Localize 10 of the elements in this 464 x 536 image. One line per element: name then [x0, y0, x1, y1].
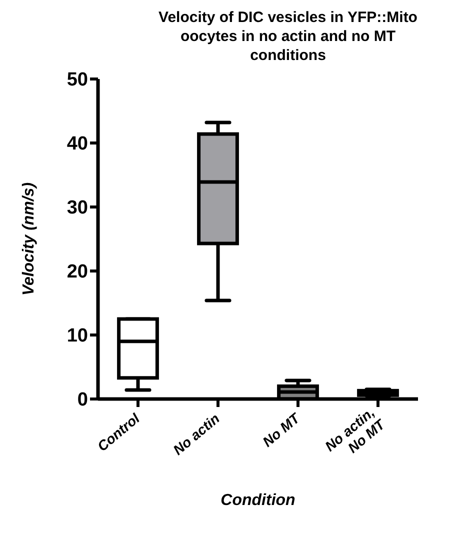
y-tick-label: 40: [66, 134, 88, 155]
y-tick-label: 30: [66, 198, 88, 219]
y-tick-label: 50: [66, 70, 88, 91]
y-tick-label: 0: [77, 390, 88, 411]
chart-title: Velocity of DIC vesicles in YFP::Mito oocytes in no actin and no MT conditions: [158, 8, 418, 65]
y-axis-title: Velocity (nm/s): [20, 182, 38, 296]
x-axis-title: Condition: [220, 492, 296, 509]
y-tick-label: 10: [66, 326, 88, 347]
x-tick-label: No MT: [259, 409, 304, 450]
y-tick-label: 20: [66, 262, 88, 283]
